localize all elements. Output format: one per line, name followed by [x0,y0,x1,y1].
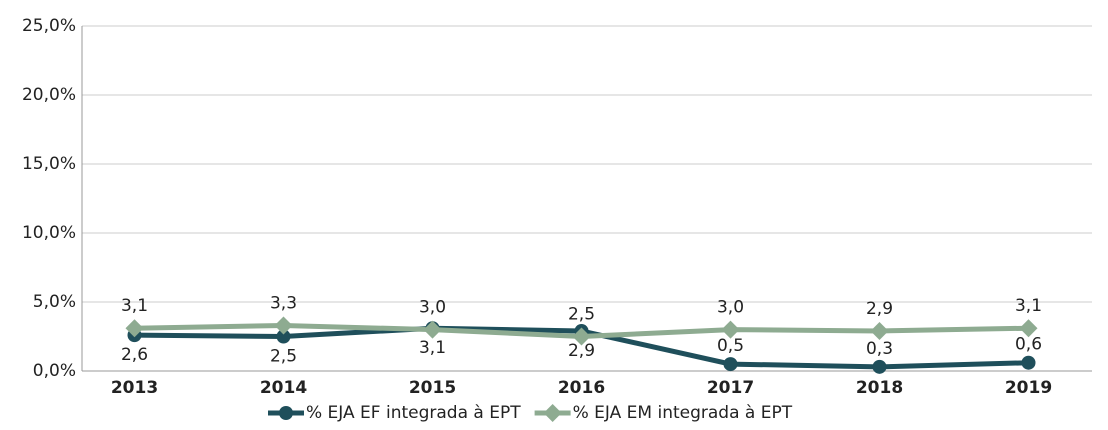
data-label: 2,6 [121,345,148,365]
marker [1019,319,1038,338]
data-label: 3,3 [270,293,297,313]
data-label: 3,1 [121,296,148,316]
data-label: 0,3 [866,339,893,359]
marker [543,404,562,422]
x-tick-label: 2017 [707,378,754,398]
marker [721,320,740,339]
legend-label: % EJA EM integrada à EPT [573,403,793,423]
marker [723,357,738,372]
data-label: 2,9 [568,341,595,361]
y-tick-label: 10,0% [22,223,76,243]
marker [125,319,144,338]
x-tick-label: 2013 [111,378,158,398]
legend-label: % EJA EF integrada à EPT [306,403,521,423]
data-label: 0,6 [1015,335,1042,355]
data-label: 2,5 [270,347,297,367]
data-label: 2,9 [866,299,893,319]
marker [572,327,591,346]
data-label: 2,5 [568,305,595,325]
marker [276,329,291,344]
marker [274,316,293,335]
x-tick-label: 2015 [409,378,456,398]
data-label: 0,5 [717,336,744,356]
marker [870,321,889,340]
data-label: 3,1 [419,338,446,358]
data-label: 3,0 [717,298,744,318]
x-tick-label: 2018 [856,378,903,398]
y-tick-label: 25,0% [22,16,76,36]
data-label: 3,1 [1015,296,1042,316]
marker [279,406,293,420]
x-tick-label: 2019 [1005,378,1052,398]
marker [1021,355,1036,370]
y-tick-label: 15,0% [22,154,76,174]
marker [423,320,442,339]
y-tick-label: 5,0% [33,292,76,312]
y-tick-label: 0,0% [33,361,76,381]
y-tick-label: 20,0% [22,85,76,105]
data-label: 3,0 [419,298,446,318]
x-tick-label: 2014 [260,378,307,398]
x-tick-label: 2016 [558,378,605,398]
marker [872,359,887,374]
